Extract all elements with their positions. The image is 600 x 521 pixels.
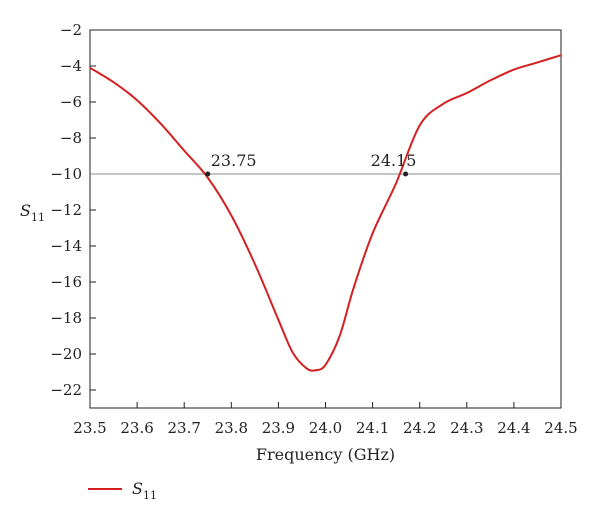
plot-area [89,29,562,409]
x-tick-label: 24.0 [309,419,342,437]
y-axis-label-main: S [20,201,31,220]
x-tick-label: 24.1 [356,419,389,437]
x-tick-label: 24.4 [497,419,530,437]
x-tick-label: 23.6 [120,419,153,437]
y-tick-label: −14 [50,237,82,255]
y-tick-label: −4 [60,57,82,75]
annotation-marker [403,171,409,177]
annotation-marker [205,171,211,177]
x-tick-label: 24.5 [544,419,577,437]
series-line-s11 [89,54,562,372]
x-tick-label: 23.8 [215,419,248,437]
y-tick-label: −6 [60,93,82,111]
annotations: 23.75 24.15 [205,151,416,177]
x-tick-label: 24.2 [403,419,436,437]
y-axis-label-sub: 11 [31,211,45,224]
x-tick-label: 23.9 [262,419,295,437]
y-tick-label: −20 [50,345,82,363]
annotation-label: 23.75 [211,151,257,170]
legend-label-main: S [132,479,143,498]
y-tick-label: −12 [50,201,82,219]
series-group [89,54,562,372]
x-axis-label: Frequency (GHz) [256,445,395,464]
y-axis: −2 −4 −6 −8 −10 −12 −14 −16 −18 −20 −22 [50,21,96,399]
y-tick-label: −22 [50,381,82,399]
annotation-label: 24.15 [371,151,417,170]
legend-label-sub: 11 [143,489,157,502]
y-axis-label: S11 [20,201,45,224]
y-tick-label: −10 [50,165,82,183]
x-tick-label: 23.7 [167,419,200,437]
x-axis: 23.5 23.6 23.7 23.8 23.9 24.0 24.1 24.2 24.3 24.4… [73,402,578,437]
x-tick-label: 24.3 [450,419,483,437]
y-tick-label: −8 [60,129,82,147]
y-tick-label: −16 [50,273,82,291]
plot-frame [89,29,562,409]
y-tick-label: −2 [60,21,82,39]
legend-label: S11 [132,479,157,502]
y-tick-label: −18 [50,309,82,327]
legend: S11 [88,479,157,502]
x-tick-label: 23.5 [73,419,106,437]
